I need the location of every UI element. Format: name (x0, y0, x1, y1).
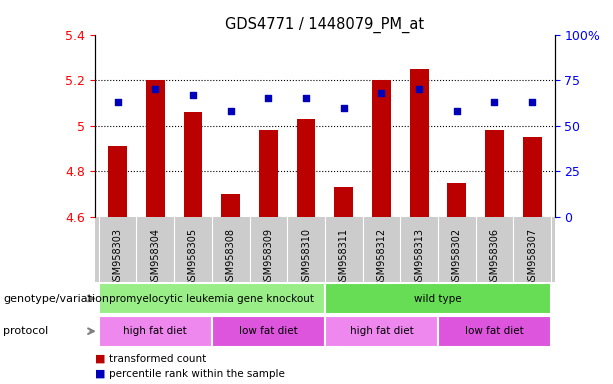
Text: ■: ■ (95, 369, 105, 379)
Bar (409, 69, 428, 217)
Bar (99, 283, 325, 314)
Text: high fat diet: high fat diet (349, 326, 413, 336)
Point (339, 104, 349, 111)
Bar (325, 316, 438, 347)
Text: promyelocytic leukemia gene knockout: promyelocytic leukemia gene knockout (109, 293, 314, 304)
Bar (212, 316, 325, 347)
Text: protocol: protocol (3, 326, 48, 336)
Point (490, 99, 500, 105)
Point (414, 86, 424, 92)
Bar (297, 119, 316, 217)
Point (376, 90, 386, 96)
Text: wild type: wild type (414, 293, 462, 304)
Bar (447, 183, 466, 217)
Bar (523, 137, 541, 217)
Bar (372, 80, 391, 217)
Point (150, 86, 160, 92)
Text: high fat diet: high fat diet (123, 326, 187, 336)
Bar (221, 194, 240, 217)
Bar (146, 80, 165, 217)
Point (452, 108, 462, 114)
Point (188, 92, 198, 98)
Bar (109, 146, 127, 217)
Text: ■: ■ (95, 354, 105, 364)
Point (226, 108, 235, 114)
Text: percentile rank within the sample: percentile rank within the sample (109, 369, 284, 379)
Text: transformed count: transformed count (109, 354, 206, 364)
Bar (325, 283, 551, 314)
Point (113, 99, 123, 105)
Bar (485, 130, 504, 217)
Point (527, 99, 537, 105)
Text: low fat diet: low fat diet (239, 326, 298, 336)
Text: low fat diet: low fat diet (465, 326, 524, 336)
Bar (438, 316, 551, 347)
Point (301, 95, 311, 101)
Text: genotype/variation: genotype/variation (3, 293, 109, 304)
Bar (183, 112, 202, 217)
Bar (99, 316, 212, 347)
Point (264, 95, 273, 101)
Bar (334, 187, 353, 217)
Title: GDS4771 / 1448079_PM_at: GDS4771 / 1448079_PM_at (226, 17, 424, 33)
Bar (259, 130, 278, 217)
